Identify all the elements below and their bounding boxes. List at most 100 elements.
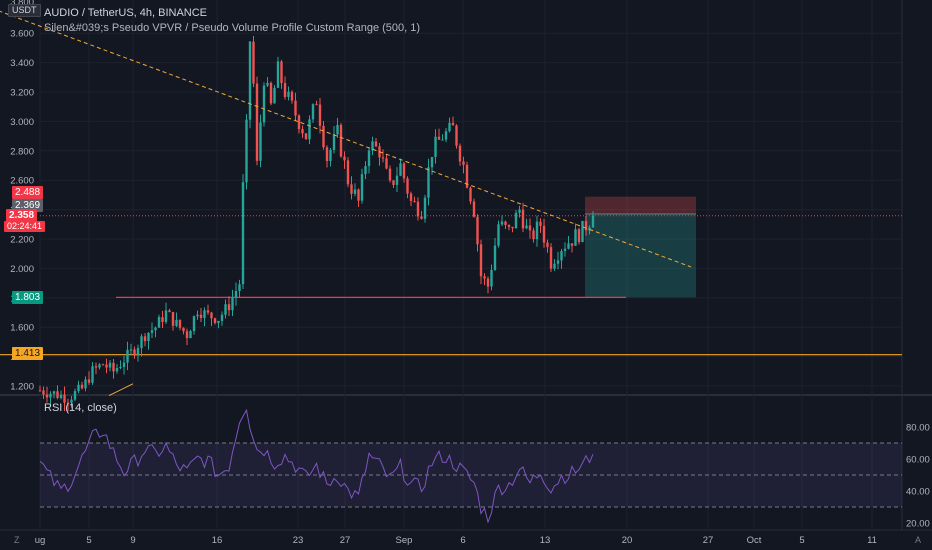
candle-body bbox=[147, 332, 150, 342]
time-tick-label: ug bbox=[35, 535, 46, 546]
candle-body bbox=[259, 122, 262, 161]
candle-body bbox=[178, 319, 182, 328]
candle-body bbox=[220, 314, 224, 321]
candle-body bbox=[458, 145, 462, 162]
candle-body bbox=[483, 276, 486, 279]
price-badge-support: 1.803 bbox=[12, 291, 44, 304]
auto-scale-button[interactable]: A bbox=[915, 535, 922, 545]
chart-legend: AUDIO / TetherUS, 4h, BINANCE Silen&#039… bbox=[44, 6, 420, 36]
countdown-badge: 02:24:41 bbox=[4, 221, 46, 232]
candle-body bbox=[395, 175, 399, 185]
candle-body bbox=[66, 402, 70, 404]
position-tool bbox=[585, 196, 696, 298]
candle-body bbox=[294, 100, 297, 116]
candle-body bbox=[182, 327, 185, 332]
candle-body bbox=[511, 226, 514, 229]
candle-body bbox=[70, 399, 73, 403]
candle-body bbox=[304, 133, 308, 140]
candle-body bbox=[332, 134, 336, 150]
candle-body bbox=[451, 122, 455, 126]
price-badge-current: 2.358 bbox=[6, 209, 38, 222]
price-tick-label: 2.800 bbox=[10, 146, 34, 157]
candle-body bbox=[493, 245, 497, 270]
candle-body bbox=[339, 124, 343, 157]
candle-body bbox=[231, 297, 234, 311]
candle-body bbox=[570, 243, 574, 246]
symbol-title[interactable]: AUDIO / TetherUS, 4h, BINANCE bbox=[44, 7, 208, 19]
candle-body bbox=[77, 384, 80, 392]
candle-body bbox=[108, 362, 112, 368]
time-tick-label: 5 bbox=[799, 535, 804, 546]
rsi-tick-label: 20.00 bbox=[906, 519, 930, 530]
candle-body bbox=[241, 182, 245, 285]
candle-body bbox=[518, 209, 521, 213]
candle-body bbox=[150, 330, 154, 333]
candle-body bbox=[329, 149, 332, 162]
candle-body bbox=[357, 189, 360, 201]
candle-body bbox=[318, 104, 322, 126]
candle-body bbox=[462, 161, 465, 165]
candle-body bbox=[567, 243, 570, 249]
candle-body bbox=[388, 168, 392, 181]
indicator-title[interactable]: Silen&#039;s Pseudo VPVR / Pseudo Volume… bbox=[44, 22, 421, 34]
candle-body bbox=[399, 163, 402, 176]
take-profit-zone bbox=[585, 214, 696, 298]
candle-body bbox=[213, 318, 217, 323]
candle-body bbox=[308, 119, 311, 140]
candle-body bbox=[504, 221, 507, 225]
candle-body bbox=[42, 390, 45, 395]
candle-body bbox=[87, 379, 91, 383]
candle-body bbox=[588, 227, 591, 231]
candle-body bbox=[266, 82, 269, 86]
price-tick-label: 3.200 bbox=[10, 88, 34, 99]
candle-body bbox=[430, 156, 434, 168]
candle-body bbox=[581, 220, 584, 243]
candle-body bbox=[364, 166, 367, 175]
candle-body bbox=[206, 310, 210, 313]
time-tick-label: Sep bbox=[396, 535, 413, 546]
candle-body bbox=[119, 366, 122, 369]
candle-body bbox=[392, 180, 395, 185]
rsi-title[interactable]: RSI (14, close) bbox=[44, 402, 117, 414]
candle-body bbox=[136, 348, 140, 356]
candle-body bbox=[91, 366, 94, 383]
candle-body bbox=[154, 327, 157, 331]
candle-body bbox=[49, 393, 52, 398]
candle-body bbox=[385, 158, 388, 169]
candle-body bbox=[227, 304, 231, 311]
price-tick-label: 3.400 bbox=[10, 58, 34, 69]
time-axis: ug 5 9 16 23 27 Sep 6 13 20 27 Oct 5 11 bbox=[35, 535, 877, 546]
candle-body bbox=[469, 187, 472, 202]
time-tick-label: 16 bbox=[212, 535, 223, 546]
rsi-tick-label: 80.00 bbox=[906, 423, 930, 434]
candle-body bbox=[490, 269, 493, 287]
candle-body bbox=[437, 136, 441, 140]
candle-body bbox=[129, 349, 133, 351]
candle-body bbox=[406, 178, 409, 194]
candle-body bbox=[276, 61, 280, 88]
candle-body bbox=[122, 362, 126, 367]
price-tick-label: 2.200 bbox=[10, 235, 34, 246]
candle-body bbox=[143, 336, 147, 342]
candle-body bbox=[423, 197, 427, 219]
candle-body bbox=[427, 167, 430, 198]
time-tick-label: 13 bbox=[540, 535, 551, 546]
candle-body bbox=[45, 394, 49, 398]
candle-body bbox=[105, 364, 108, 368]
timezone-label[interactable]: Z bbox=[14, 535, 20, 545]
candle-body bbox=[98, 364, 101, 368]
candle-body bbox=[574, 229, 577, 246]
stop-loss-zone bbox=[585, 196, 696, 215]
price-tick-label: 3.600 bbox=[10, 29, 34, 40]
candle-body bbox=[94, 366, 98, 368]
time-tick-label: 6 bbox=[460, 535, 465, 546]
candle-body bbox=[507, 224, 511, 227]
candle-body bbox=[203, 310, 206, 319]
candle-body bbox=[535, 221, 539, 240]
candle-body bbox=[140, 336, 143, 349]
candle-body bbox=[73, 391, 77, 400]
candle-body bbox=[297, 115, 301, 130]
candle-body bbox=[434, 136, 437, 157]
